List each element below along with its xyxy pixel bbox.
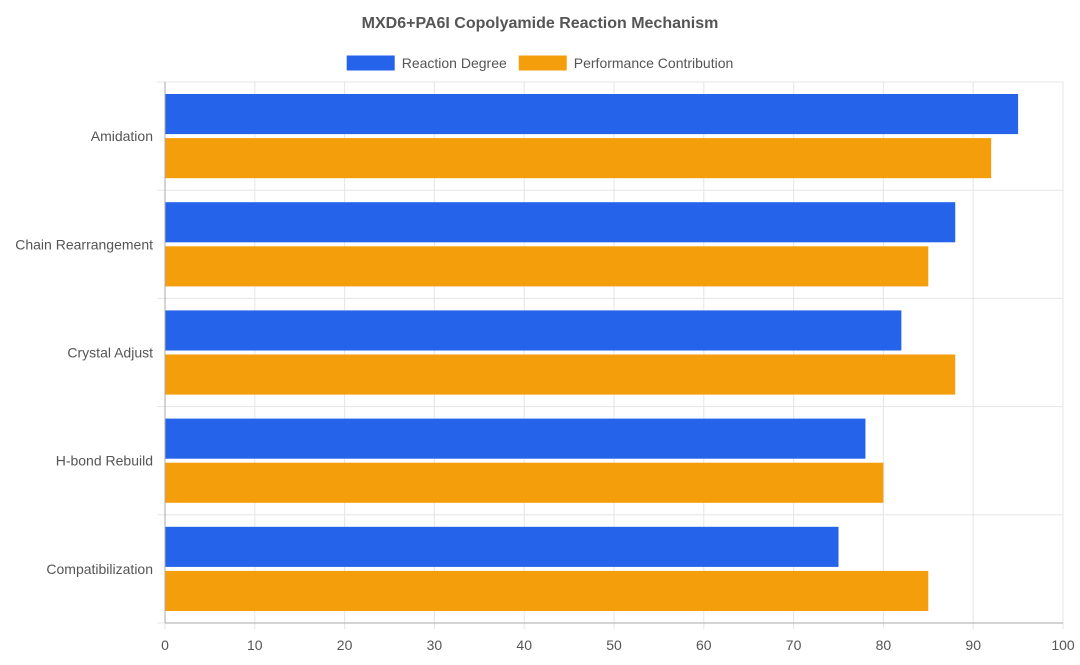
axes: Amidation Chain Rearrangement Crystal Adju… [15, 82, 1075, 653]
bars [165, 94, 1019, 611]
category-label: Compatibilization [46, 561, 153, 577]
bar-compatibilization-reaction-degree[interactable] [165, 526, 839, 567]
legend: Reaction Degree Performance Contribution [346, 55, 734, 71]
bar-compatibilization-performance-contribution[interactable] [165, 570, 929, 611]
legend-swatch[interactable] [346, 55, 395, 71]
category-label: Amidation [91, 128, 153, 144]
legend-label[interactable]: Reaction Degree [402, 55, 507, 71]
category-label: Chain Rearrangement [15, 236, 153, 252]
x-tick-label: 50 [606, 637, 622, 653]
category-label: H-bond Rebuild [56, 453, 153, 469]
bar-chain-rearrangement-performance-contribution[interactable] [165, 246, 929, 287]
bar-crystal-adjust-performance-contribution[interactable] [165, 354, 956, 395]
category-label: Crystal Adjust [67, 345, 153, 361]
bar-h-bond-rebuild-reaction-degree[interactable] [165, 418, 866, 459]
x-tick-label: 30 [427, 637, 443, 653]
x-tick-label: 70 [786, 637, 802, 653]
bar-crystal-adjust-reaction-degree[interactable] [165, 310, 902, 351]
x-tick-label: 90 [965, 637, 981, 653]
x-tick-label: 20 [337, 637, 353, 653]
x-tick-label: 0 [161, 637, 169, 653]
x-tick-label: 60 [696, 637, 712, 653]
bar-chain-rearrangement-reaction-degree[interactable] [165, 202, 956, 243]
bar-h-bond-rebuild-performance-contribution[interactable] [165, 462, 884, 503]
bar-amidation-reaction-degree[interactable] [165, 94, 1019, 135]
legend-label[interactable]: Performance Contribution [574, 55, 734, 71]
x-tick-label: 40 [516, 637, 532, 653]
x-tick-label: 100 [1051, 637, 1075, 653]
bar-amidation-performance-contribution[interactable] [165, 138, 992, 179]
chart-title: MXD6+PA6I Copolyamide Reaction Mechanism [362, 15, 719, 32]
x-tick-label: 10 [247, 637, 263, 653]
legend-swatch[interactable] [518, 55, 567, 71]
x-tick-label: 80 [876, 637, 892, 653]
